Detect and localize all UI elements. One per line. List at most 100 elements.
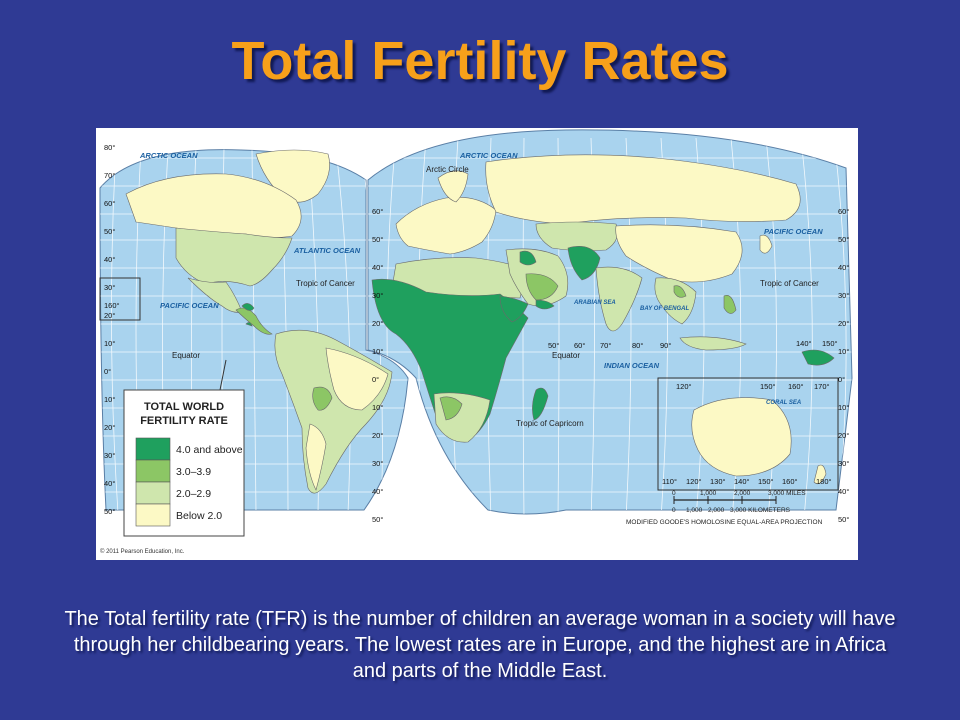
saudi-arabia [525, 273, 559, 301]
lon-label: 60° [574, 341, 585, 350]
lat-label: 30° [838, 291, 849, 300]
lat-label: 60° [372, 207, 383, 216]
lon-label: 150° [760, 382, 776, 391]
scandinavia [437, 170, 469, 203]
legend-label-4-plus: 4.0 and above [176, 444, 243, 456]
lat-label: 50° [838, 515, 849, 524]
lat-label: 0° [372, 375, 379, 384]
papua-new-guinea [801, 349, 835, 366]
caribbean-spot [245, 322, 253, 327]
central-asia [535, 221, 618, 251]
southeast-asia [654, 277, 697, 325]
brazil [325, 347, 389, 411]
legend: TOTAL WORLD FERTILITY RATE 4.0 and above… [123, 389, 245, 537]
lat-label: 50° [838, 235, 849, 244]
scale-miles-1000: 1,000 [700, 490, 717, 497]
label-coral-sea: CORAL SEA [766, 400, 801, 406]
scale-km-2000: 2,000 [708, 507, 725, 514]
lat-label: 30° [838, 459, 849, 468]
lon-label: 140° [734, 477, 750, 486]
lat-label: 40° [838, 487, 849, 496]
legend-swatch-4-plus [135, 437, 171, 461]
russia [485, 154, 801, 225]
lon-label: 120° [676, 382, 692, 391]
guatemala [241, 303, 255, 311]
namibia-botswana [439, 396, 463, 421]
madagascar [532, 387, 549, 421]
lat-label: 30° [372, 459, 383, 468]
longitude-labels: 50° 60° 70° 80° 90° 120° 150° 160° 170° … [104, 301, 838, 486]
lat-label: 40° [104, 255, 115, 264]
label-arctic-circle: Arctic Circle [426, 165, 469, 174]
lat-label: 30° [104, 283, 115, 292]
label-arctic-ocean-west: ARCTIC OCEAN [139, 151, 198, 160]
legend-title-1: TOTAL WORLD [144, 401, 224, 413]
copyright: © 2011 Pearson Education, Inc. [100, 548, 185, 555]
legend-swatch-3-to-3-9 [135, 459, 171, 483]
afghanistan-pakistan [567, 246, 601, 281]
hawaii-inset-frame [99, 277, 141, 321]
lon-label: 110° [662, 477, 677, 486]
label-equator-east: Equator [552, 351, 580, 360]
lat-label: 50° [372, 235, 383, 244]
lon-label: 150° [822, 339, 838, 348]
lat-label: 20° [838, 319, 849, 328]
lon-label: 120° [686, 477, 702, 486]
lat-label: 40° [104, 479, 115, 488]
lon-label: 160° [788, 382, 804, 391]
philippines [723, 295, 737, 314]
label-arabian-sea: ARABIAN SEA [573, 300, 616, 306]
slide-title: Total Fertility Rates [231, 31, 729, 91]
scale-miles-3000: 3,000 MILES [768, 490, 806, 497]
lon-label: 160° [782, 477, 798, 486]
lat-label: 10° [104, 395, 115, 404]
lat-label: 40° [838, 263, 849, 272]
chile-argentina [305, 423, 327, 491]
lat-label: 0° [104, 367, 111, 376]
lat-label: 20° [104, 311, 115, 320]
lat-label: 70° [104, 171, 115, 180]
lat-label: 20° [838, 431, 849, 440]
world-fertility-map: ARCTIC OCEAN ARCTIC OCEAN ATLANTIC OCEAN… [96, 128, 858, 560]
scale-bar: 0 1,000 2,000 3,000 MILES 0 1,000 2,000 … [626, 490, 823, 526]
lat-label: 10° [838, 403, 849, 412]
slide-caption: The Total fertility rate (TFR) is the nu… [64, 608, 896, 682]
legend-label-2-to-2-9: 2.0–2.9 [176, 488, 211, 500]
label-atlantic-ocean: ATLANTIC OCEAN [293, 246, 361, 255]
lat-label: 30° [104, 451, 115, 460]
lat-label: 20° [372, 431, 383, 440]
china [615, 224, 743, 283]
label-equator-west: Equator [172, 351, 200, 360]
scale-miles-0: 0 [672, 490, 676, 497]
lat-label: 20° [104, 423, 115, 432]
europe [395, 196, 497, 255]
iraq-region [519, 250, 537, 266]
lon-label: 90° [660, 341, 671, 350]
scale-km-1000: 1,000 [686, 507, 703, 514]
lat-label: 80° [104, 143, 115, 152]
lat-label: 50° [104, 507, 115, 516]
scale-km-3000: 3,000 KILOMETERS [730, 507, 791, 514]
label-arctic-ocean-east: ARCTIC OCEAN [459, 151, 518, 160]
bolivia-paraguay [312, 386, 333, 411]
legend-label-below-2: Below 2.0 [176, 510, 222, 522]
yemen [535, 299, 555, 310]
label-tropic-cancer-east: Tropic of Cancer [760, 279, 819, 288]
lat-label: 60° [838, 207, 849, 216]
legend-title-2: FERTILITY RATE [140, 415, 228, 427]
indonesia [679, 336, 747, 351]
scale-miles-2000: 2,000 [734, 490, 751, 497]
lon-label: 150° [758, 477, 774, 486]
australia-inset-frame [657, 377, 839, 491]
lat-label: 0° [838, 375, 845, 384]
label-pacific-ocean-west: PACIFIC OCEAN [160, 301, 219, 310]
label-tropic-capricorn: Tropic of Capricorn [516, 419, 584, 428]
lat-label: 10° [104, 339, 115, 348]
latitude-labels: 80°70°60°50°40°30°20°10°0°10°20°30°40°50… [104, 143, 849, 524]
label-tropic-cancer-west: Tropic of Cancer [296, 279, 355, 288]
legend-pointer [219, 359, 227, 391]
lat-label: 40° [372, 487, 383, 496]
lon-label: 50° [548, 341, 559, 350]
lon-label: 140° [796, 339, 812, 348]
label-indian-ocean: INDIAN OCEAN [604, 361, 660, 370]
